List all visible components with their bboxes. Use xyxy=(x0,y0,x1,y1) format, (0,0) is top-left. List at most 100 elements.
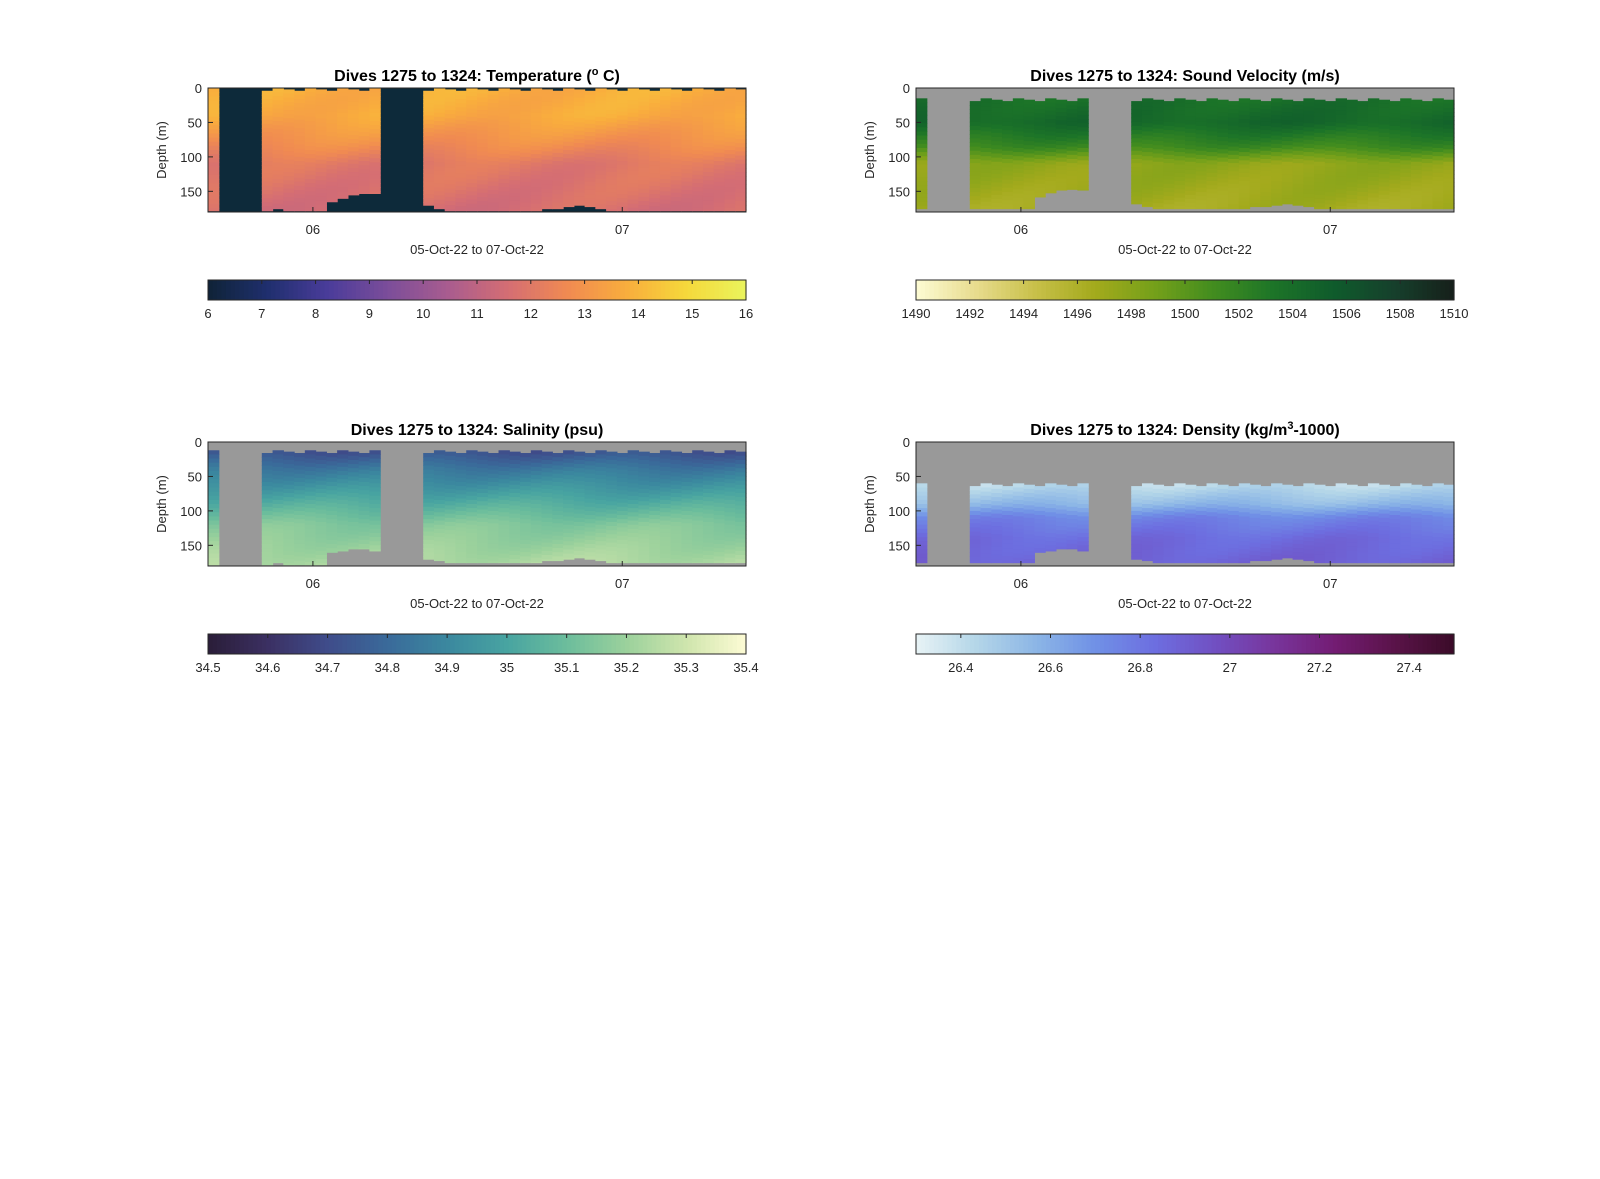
heatmap-cell xyxy=(573,101,586,107)
colorbar-segment xyxy=(378,280,384,300)
heatmap-cell xyxy=(1314,99,1326,105)
heatmap-cell xyxy=(1023,513,1035,519)
colorbar-segment xyxy=(557,634,563,654)
heatmap-cell xyxy=(1324,105,1337,110)
heatmap-cell xyxy=(466,561,478,564)
heatmap-cell xyxy=(530,183,543,188)
heatmap-cell xyxy=(1185,157,1197,163)
heatmap-cell xyxy=(466,100,478,106)
heatmap-cell xyxy=(272,470,284,476)
heatmap-cell xyxy=(552,523,564,529)
heatmap-cell xyxy=(1314,128,1326,134)
heatmap-cell xyxy=(272,92,284,97)
heatmap-cell xyxy=(1367,160,1380,166)
heatmap-cell xyxy=(530,491,543,497)
heatmap-cell xyxy=(702,464,715,469)
heatmap-cell xyxy=(1303,487,1315,493)
heatmap-cell xyxy=(1002,510,1014,516)
colorbar-segment xyxy=(1445,634,1451,654)
heatmap-cell xyxy=(466,520,478,526)
heatmap-cell xyxy=(1443,492,1455,498)
heatmap-cell xyxy=(369,495,381,501)
heatmap-cell xyxy=(606,126,618,132)
heatmap-cell xyxy=(573,526,586,531)
heatmap-cell xyxy=(1228,175,1240,181)
heatmap-cell xyxy=(1012,98,1025,104)
heatmap-cell xyxy=(315,488,327,494)
heatmap-cell xyxy=(702,559,715,564)
heatmap-cell xyxy=(466,150,478,155)
heatmap-cell xyxy=(916,561,928,564)
colorbar-segment xyxy=(651,280,657,300)
heatmap-cell xyxy=(1131,117,1143,123)
heatmap-cell xyxy=(272,537,284,542)
heatmap-cell xyxy=(1034,498,1046,504)
heatmap-cell xyxy=(530,466,543,472)
heatmap-cell xyxy=(1152,116,1165,121)
heatmap-cell xyxy=(649,510,661,516)
colorbar-segment xyxy=(974,634,980,654)
colorbar-segment xyxy=(1377,280,1383,300)
heatmap-cell xyxy=(520,140,532,146)
heatmap-cell xyxy=(980,152,992,157)
colorbar-segment xyxy=(311,280,317,300)
colorbar-segment xyxy=(1167,634,1173,654)
heatmap-cell xyxy=(1410,145,1423,150)
heatmap-cell xyxy=(423,457,435,462)
heatmap-cell xyxy=(541,196,553,202)
heatmap-cell xyxy=(1400,557,1412,563)
heatmap-cell xyxy=(315,118,327,124)
heatmap-cell xyxy=(552,119,564,125)
heatmap-cell xyxy=(1367,139,1380,145)
heatmap-cell xyxy=(304,520,317,526)
heatmap-cell xyxy=(916,119,928,124)
heatmap-cell xyxy=(1217,530,1229,535)
heatmap-cell xyxy=(326,465,338,471)
heatmap-cell xyxy=(1367,545,1380,551)
heatmap-cell xyxy=(455,127,467,133)
heatmap-cell xyxy=(509,105,521,111)
y-tick-label: 0 xyxy=(903,435,910,450)
heatmap-cell xyxy=(692,495,704,501)
heatmap-cell xyxy=(1367,549,1380,555)
heatmap-cell xyxy=(681,481,693,487)
heatmap-cell xyxy=(1023,132,1035,138)
heatmap-cell xyxy=(681,123,693,129)
heatmap-cell xyxy=(606,196,618,202)
heatmap-cell xyxy=(358,461,370,467)
heatmap-cell xyxy=(1217,542,1229,548)
heatmap-cell xyxy=(509,176,521,181)
heatmap-cell xyxy=(627,191,639,197)
heatmap-cell xyxy=(1174,197,1186,203)
heatmap-cell xyxy=(1174,106,1186,112)
heatmap-cell xyxy=(649,119,661,125)
heatmap-cell xyxy=(487,156,500,162)
heatmap-cell xyxy=(1163,543,1175,549)
heatmap-cell xyxy=(1421,506,1434,512)
heatmap-cell xyxy=(433,537,446,542)
colorbar-segment xyxy=(548,280,554,300)
heatmap-cell xyxy=(530,100,543,106)
heatmap-cell xyxy=(347,497,360,502)
colorbar-segment xyxy=(414,280,420,300)
heatmap-cell xyxy=(455,152,467,158)
heatmap-cell xyxy=(692,170,704,176)
heatmap-cell xyxy=(1034,113,1046,119)
heatmap-cell xyxy=(1023,141,1035,146)
colorbar-segment xyxy=(602,634,608,654)
colorbar-segment xyxy=(400,280,406,300)
colorbar-tick-label: 1492 xyxy=(955,306,984,321)
heatmap-cell xyxy=(1367,110,1380,116)
heatmap-cell xyxy=(1195,506,1208,512)
heatmap-cell xyxy=(1045,495,1057,501)
heatmap-cell xyxy=(724,475,736,480)
heatmap-cell xyxy=(1443,161,1455,167)
heatmap-cell xyxy=(735,517,747,523)
heatmap-cell xyxy=(1077,98,1089,104)
heatmap-cell xyxy=(520,535,532,541)
heatmap-cell xyxy=(1357,179,1369,185)
heatmap-cell xyxy=(509,126,521,132)
heatmap-cell xyxy=(444,546,457,552)
heatmap-cell xyxy=(616,556,629,562)
heatmap-cell xyxy=(1357,192,1369,197)
